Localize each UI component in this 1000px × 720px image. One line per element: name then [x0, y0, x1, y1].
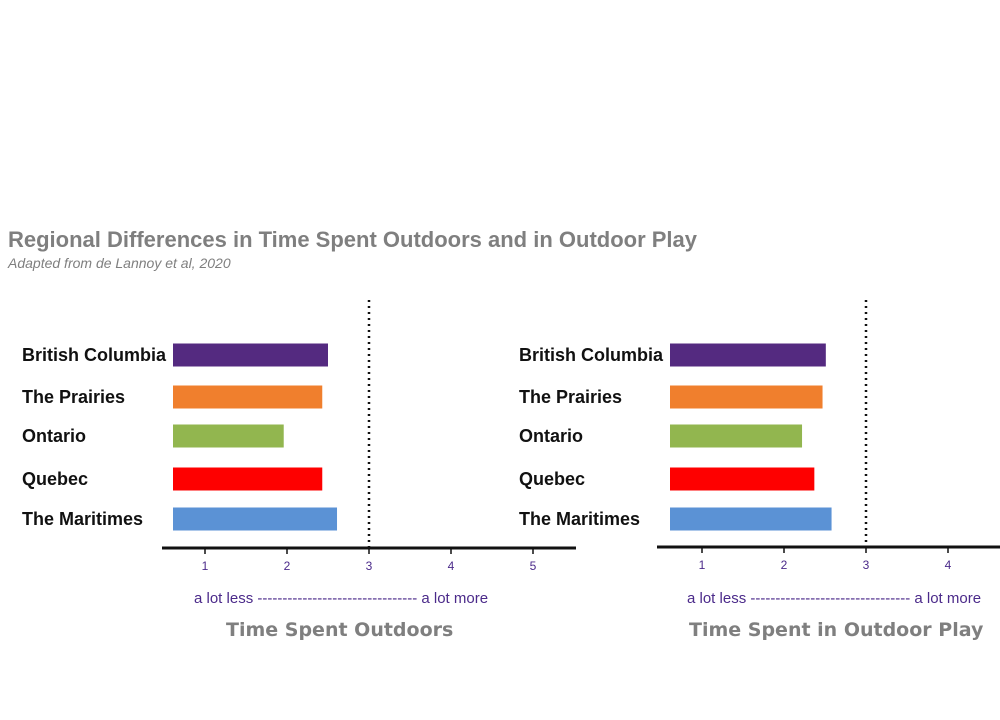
- bar-quebec: [173, 467, 323, 491]
- category-label: Quebec: [22, 469, 88, 489]
- scale-label: a lot less -----------------------------…: [687, 590, 981, 607]
- x-tick-label: 1: [202, 559, 209, 573]
- category-label: Ontario: [519, 426, 583, 446]
- category-label: Ontario: [22, 426, 86, 446]
- bar-the-prairies: [670, 385, 823, 409]
- bar-british-columbia: [670, 343, 826, 367]
- x-tick-label: 4: [945, 558, 952, 572]
- x-axis-title: Time Spent Outdoors: [226, 619, 453, 641]
- page-subtitle: Adapted from de Lannoy et al, 2020: [8, 255, 231, 271]
- category-label: The Maritimes: [22, 509, 143, 529]
- x-tick-label: 1: [699, 558, 706, 572]
- x-tick-label: 3: [366, 559, 373, 573]
- bar-the-maritimes: [670, 507, 832, 531]
- scale-label: a lot less -----------------------------…: [194, 590, 488, 607]
- category-label: British Columbia: [519, 345, 664, 365]
- bar-british-columbia: [173, 343, 328, 367]
- chart-1: British Columbia The Prairies Ontario Quebe…: [22, 300, 576, 641]
- category-label: The Prairies: [519, 387, 622, 407]
- x-tick-label: 2: [781, 558, 788, 572]
- bar-ontario: [173, 424, 284, 448]
- page-title: Regional Differences in Time Spent Outdo…: [8, 227, 698, 252]
- category-label: Quebec: [519, 469, 585, 489]
- x-tick-label: 4: [448, 559, 455, 573]
- x-tick-label: 5: [530, 559, 537, 573]
- bar-the-prairies: [173, 385, 323, 409]
- category-label: The Maritimes: [519, 509, 640, 529]
- category-label: The Prairies: [22, 387, 125, 407]
- x-tick-label: 3: [863, 558, 870, 572]
- x-tick-label: 2: [284, 559, 291, 573]
- category-label: British Columbia: [22, 345, 167, 365]
- x-axis-title: Time Spent in Outdoor Play: [689, 619, 984, 641]
- bar-quebec: [670, 467, 815, 491]
- bar-the-maritimes: [173, 507, 338, 531]
- bar-ontario: [670, 424, 803, 448]
- chart-2: British Columbia The Prairies Ontario Quebe…: [519, 300, 1000, 641]
